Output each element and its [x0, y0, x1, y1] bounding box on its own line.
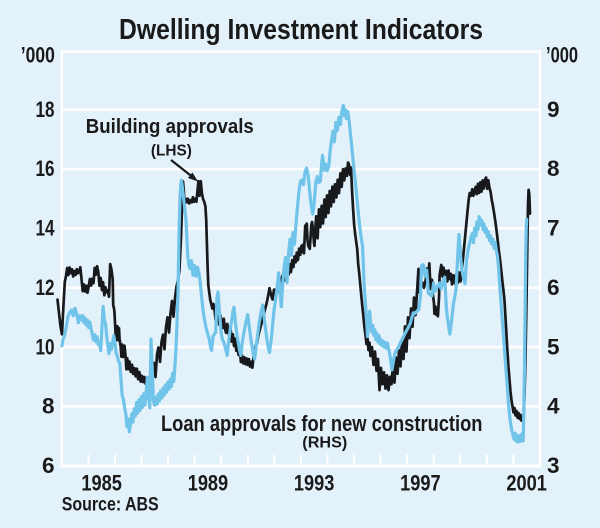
svg-text:1989: 1989 [188, 471, 229, 496]
svg-text:18: 18 [36, 97, 55, 122]
svg-text:4: 4 [547, 394, 560, 419]
svg-text:6: 6 [547, 275, 560, 300]
svg-text:(RHS): (RHS) [302, 435, 347, 452]
svg-text:16: 16 [36, 156, 55, 181]
svg-text:Building approvals: Building approvals [86, 116, 254, 138]
svg-text:10: 10 [36, 334, 55, 359]
svg-text:9: 9 [547, 97, 560, 122]
svg-text:12: 12 [36, 275, 55, 300]
svg-text:(LHS): (LHS) [151, 142, 192, 159]
svg-text:1997: 1997 [400, 471, 441, 496]
svg-text:5: 5 [547, 334, 560, 359]
svg-text:8: 8 [547, 156, 560, 181]
svg-text:Source: ABS: Source: ABS [62, 494, 159, 516]
svg-text:Dwelling Investment Indicators: Dwelling Investment Indicators [119, 14, 483, 46]
svg-text:2001: 2001 [506, 471, 547, 496]
svg-text:Loan approvals for new constru: Loan approvals for new construction [161, 411, 483, 436]
svg-text:14: 14 [36, 216, 55, 241]
svg-text:’000: ’000 [546, 43, 578, 68]
svg-text:3: 3 [547, 453, 560, 478]
svg-text:1985: 1985 [81, 471, 122, 496]
svg-text:6: 6 [42, 453, 55, 478]
svg-text:1993: 1993 [294, 471, 335, 496]
svg-text:’000: ’000 [21, 43, 55, 68]
svg-text:7: 7 [547, 216, 560, 241]
svg-text:8: 8 [42, 394, 55, 419]
